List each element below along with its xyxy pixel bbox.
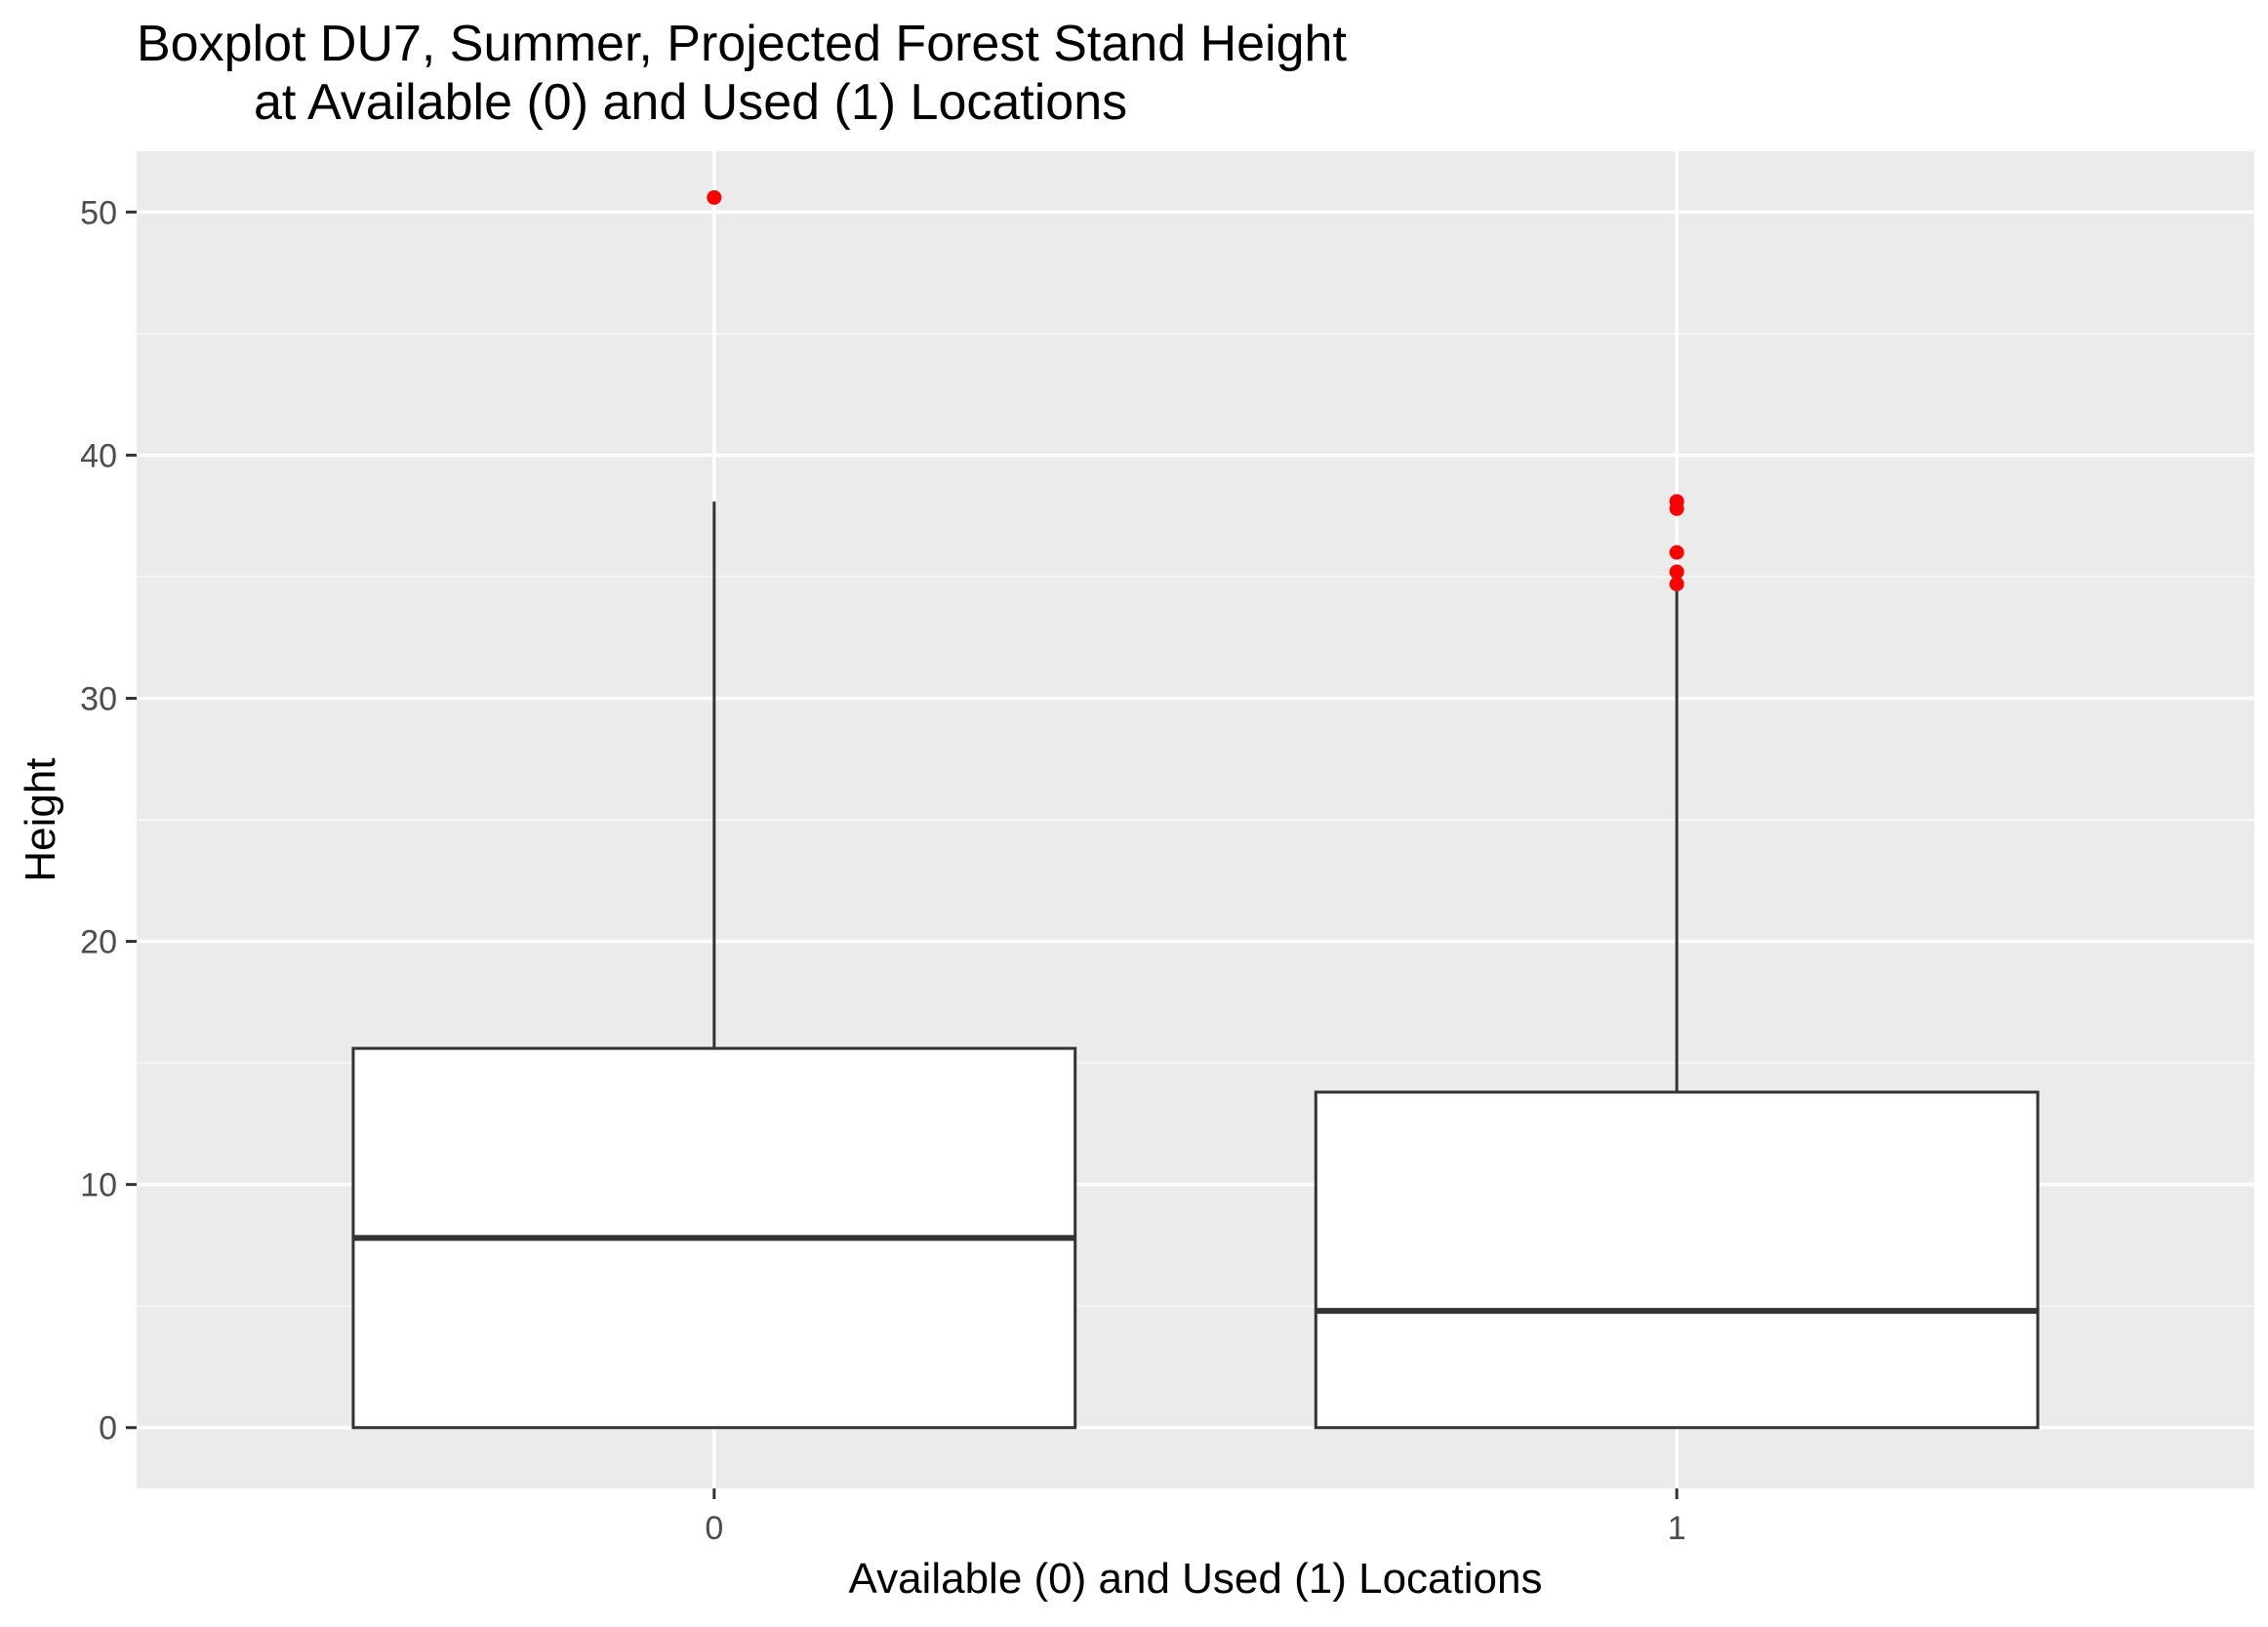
boxes bbox=[351, 189, 2040, 1430]
outlier-point bbox=[1669, 545, 1684, 560]
y-tick-label: 10 bbox=[80, 1167, 117, 1204]
axis-ticks: 0 10 20 30 40 50 0 1 bbox=[80, 194, 1685, 1547]
chart-title: Boxplot DU7, Summer, Projected Forest St… bbox=[137, 16, 1347, 72]
box-iqr bbox=[1314, 1090, 2040, 1430]
y-tick-label: 30 bbox=[80, 680, 117, 717]
x-axis-title: Available (0) and Used (1) Locations bbox=[849, 1555, 1543, 1603]
y-tick-label: 0 bbox=[99, 1410, 117, 1447]
chart-subtitle: at Available (0) and Used (1) Locations bbox=[254, 74, 1127, 131]
outlier-point bbox=[1669, 494, 1684, 509]
box-group-0 bbox=[351, 189, 1077, 1430]
x-tick-label: 1 bbox=[1668, 1510, 1686, 1547]
outlier-point bbox=[707, 189, 722, 205]
y-tick-label: 50 bbox=[80, 194, 117, 231]
outlier-point bbox=[1669, 564, 1684, 580]
box-group-1 bbox=[1314, 494, 2040, 1430]
x-tick-label: 0 bbox=[705, 1510, 723, 1547]
y-axis-title: Height bbox=[17, 757, 64, 881]
y-tick-label: 20 bbox=[80, 924, 117, 961]
outlier-point bbox=[1669, 576, 1684, 591]
y-tick-label: 40 bbox=[80, 437, 117, 474]
